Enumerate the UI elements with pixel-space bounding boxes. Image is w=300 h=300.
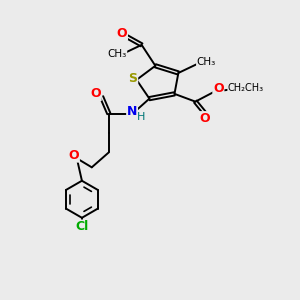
Text: H: H bbox=[137, 112, 145, 122]
Text: O: O bbox=[90, 87, 101, 101]
Text: O: O bbox=[68, 149, 79, 162]
Text: CH₃: CH₃ bbox=[196, 57, 216, 67]
Text: S: S bbox=[128, 72, 137, 85]
Text: N: N bbox=[127, 105, 137, 118]
Text: O: O bbox=[213, 82, 224, 95]
Text: CH₃: CH₃ bbox=[107, 49, 127, 59]
Text: CH₂CH₃: CH₂CH₃ bbox=[228, 82, 264, 93]
Text: O: O bbox=[200, 112, 210, 125]
Text: O: O bbox=[117, 27, 127, 40]
Text: Cl: Cl bbox=[75, 220, 88, 233]
